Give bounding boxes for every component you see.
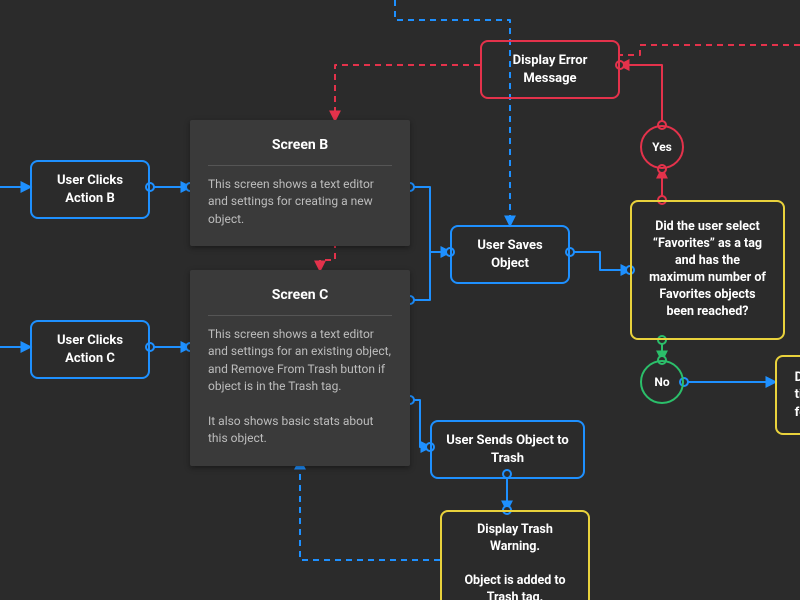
node-fav_check[interactable]: Did the user select “Favorites” as a tag… <box>630 200 785 340</box>
node-title: Screen B <box>208 136 392 166</box>
node-label: Did the user select “Favorites” as a tag… <box>646 219 769 320</box>
edge-screen_c-send_trash <box>410 400 430 447</box>
node-label: User Saves Object <box>466 237 554 272</box>
edge-trash_warn-screen_c_return <box>300 460 440 560</box>
node-label: Yes <box>652 139 672 155</box>
edge-offscreen_right_top-error_msg <box>620 45 800 55</box>
node-trash_warn[interactable]: Display Trash Warning. Object is added t… <box>440 510 590 600</box>
node-action_b[interactable]: User Clicks Action B <box>30 160 150 219</box>
node-yes[interactable]: Yes <box>640 125 684 169</box>
node-no[interactable]: No <box>640 360 684 404</box>
node-body: This screen shows a text editor and sett… <box>208 326 392 448</box>
edge-yes-error_msg <box>620 65 662 125</box>
node-label: Display Error Message <box>496 52 604 87</box>
node-title_check[interactable]: Doe title fo <box>775 355 800 435</box>
node-body: This screen shows a text editor and sett… <box>208 176 392 228</box>
node-error_msg[interactable]: Display Error Message <box>480 40 620 99</box>
node-label: User Sends Object to Trash <box>446 432 569 467</box>
node-send_trash[interactable]: User Sends Object to Trash <box>430 420 585 479</box>
node-screen_b[interactable]: Screen B This screen shows a text editor … <box>190 120 410 246</box>
node-screen_c[interactable]: Screen C This screen shows a text editor … <box>190 270 410 466</box>
node-label: Display Trash Warning. Object is added t… <box>456 522 574 600</box>
node-label: No <box>654 374 669 390</box>
node-label: User Clicks Action B <box>46 172 134 207</box>
edge-screen_c-save_obj <box>410 252 430 300</box>
node-title: Screen C <box>208 286 392 316</box>
node-label: Doe title fo <box>795 369 800 422</box>
node-action_c[interactable]: User Clicks Action C <box>30 320 150 379</box>
edge-save_obj-fav_check <box>570 252 630 270</box>
edge-screen_b-save_obj <box>410 187 450 252</box>
flowchart-canvas: User Clicks Action B User Clicks Action C… <box>0 0 800 600</box>
node-save_obj[interactable]: User Saves Object <box>450 225 570 284</box>
node-label: User Clicks Action C <box>46 332 134 367</box>
edge-offscreen_top-save_obj_return <box>395 0 510 225</box>
edge-error_msg-screen_b <box>335 65 480 120</box>
